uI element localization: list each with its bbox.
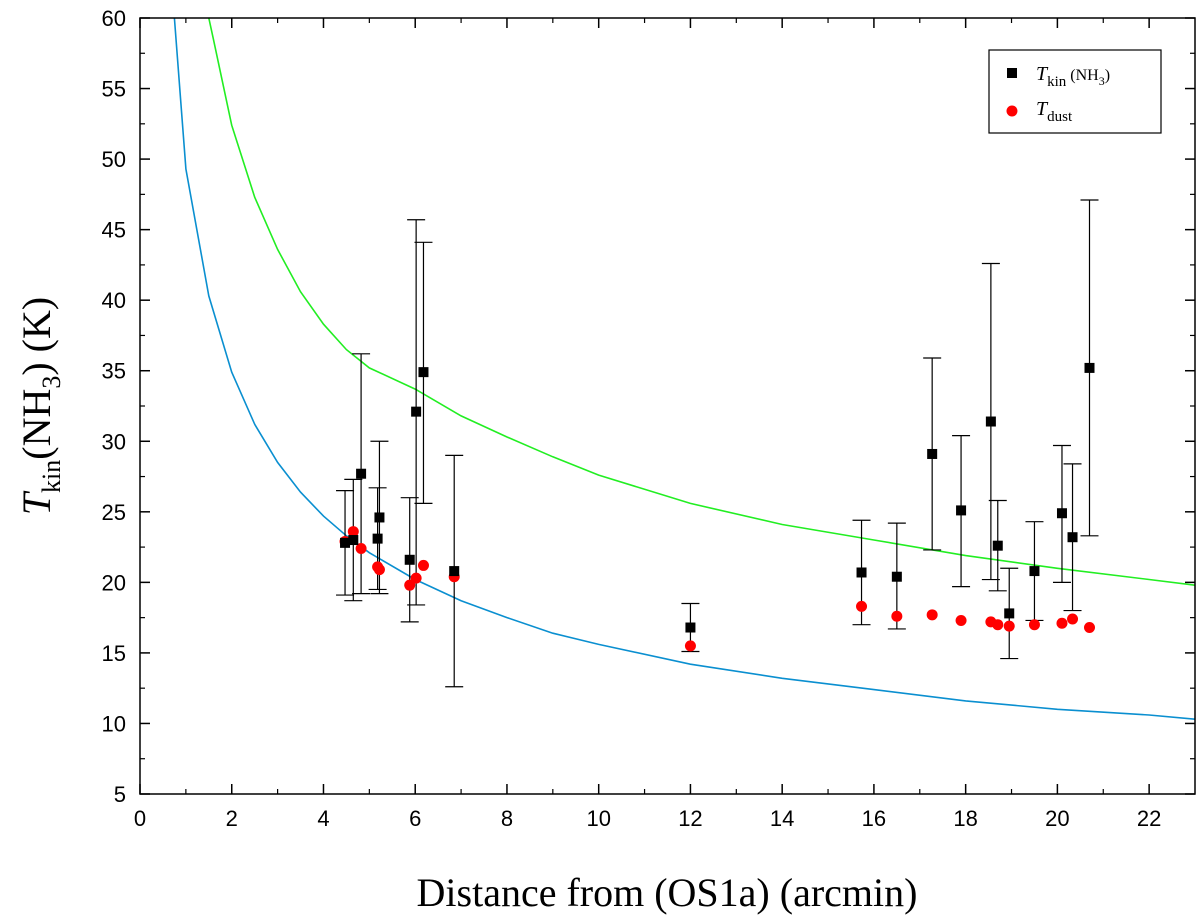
y-tick-label: 10 xyxy=(102,711,126,736)
tdust-point xyxy=(1056,617,1068,629)
legend-label-tkin: Tkin (NH3) xyxy=(1036,63,1110,90)
tkin-point xyxy=(404,554,415,565)
tkin-point xyxy=(956,505,967,516)
tkin-point xyxy=(985,416,996,427)
tkin-point xyxy=(418,367,429,378)
y-tick-label: 40 xyxy=(102,288,126,313)
tdust-point xyxy=(856,600,868,612)
y-tick-label: 30 xyxy=(102,429,126,454)
legend-marker-tkin xyxy=(1007,68,1017,78)
x-axis: 0 2 4 6 8 10 12 14 16 18 20 22 xyxy=(134,18,1161,831)
tdust-point xyxy=(1067,613,1079,625)
tkin-point xyxy=(1056,508,1067,519)
y-axis: 5 10 15 20 25 30 35 40 45 50 55 60 xyxy=(102,6,1195,807)
tdust-point xyxy=(355,543,367,555)
tkin-point xyxy=(1067,532,1078,543)
x-tick-label: 20 xyxy=(1045,806,1069,831)
x-tick-label: 2 xyxy=(226,806,238,831)
tkin-point xyxy=(340,537,351,548)
x-tick-label: 12 xyxy=(678,806,702,831)
x-tick-label: 18 xyxy=(953,806,977,831)
tdust-point xyxy=(404,579,416,591)
tdust-point xyxy=(926,609,938,621)
tdust-point xyxy=(891,610,903,622)
tkin-point xyxy=(348,535,359,546)
tkin-point xyxy=(449,566,460,577)
tkin-point xyxy=(685,622,696,633)
y-tick-label: 55 xyxy=(102,77,126,102)
x-tick-label: 0 xyxy=(134,806,146,831)
y-tick-label: 35 xyxy=(102,359,126,384)
y-tick-label: 15 xyxy=(102,641,126,666)
x-tick-label: 10 xyxy=(586,806,610,831)
legend: Tkin (NH3) Tdust xyxy=(988,49,1162,134)
y-tick-label: 60 xyxy=(102,6,126,31)
tkin-point xyxy=(374,512,385,523)
error-bars xyxy=(336,199,1099,688)
tkin-point xyxy=(1004,608,1015,619)
tkin-point xyxy=(856,567,867,578)
legend-marker-tdust xyxy=(1006,105,1018,117)
tkin-point xyxy=(927,448,938,459)
tkin-point xyxy=(891,571,902,582)
tkin-point xyxy=(1084,362,1095,373)
x-tick-label: 4 xyxy=(317,806,329,831)
tdust-point xyxy=(1084,622,1095,634)
legend-label-tdust: Tdust xyxy=(1036,98,1073,125)
plot-frame xyxy=(139,17,1196,795)
tkin-point xyxy=(992,540,1003,551)
tdust-point xyxy=(1003,620,1015,632)
tdust-point xyxy=(955,614,967,626)
x-tick-label: 22 xyxy=(1137,806,1161,831)
tdust-point xyxy=(410,572,422,584)
x-tick-label: 6 xyxy=(409,806,421,831)
tkin-point xyxy=(1029,566,1040,577)
x-tick-label: 8 xyxy=(501,806,513,831)
tkin-point xyxy=(411,406,422,417)
model-curve-1 xyxy=(173,18,1195,720)
y-tick-label: 25 xyxy=(102,500,126,525)
y-tick-label: 5 xyxy=(114,782,126,807)
y-tick-label: 20 xyxy=(102,570,126,595)
tdust-point xyxy=(992,619,1004,631)
data-markers xyxy=(339,362,1095,652)
tkin-point xyxy=(372,533,383,544)
y-axis-title: Tkin(NH3) (K) xyxy=(14,297,66,515)
tdust-point xyxy=(347,526,359,538)
tdust-point xyxy=(684,640,696,652)
x-tick-label: 14 xyxy=(770,806,794,831)
y-tick-label: 50 xyxy=(102,147,126,172)
y-tick-label: 45 xyxy=(102,218,126,243)
tkin-point xyxy=(356,468,367,479)
tdust-point xyxy=(417,559,429,571)
x-axis-title: Distance from (OS1a) (arcmin) xyxy=(417,870,918,915)
tdust-point xyxy=(373,564,385,576)
tdust-point xyxy=(1028,619,1040,631)
legend-box xyxy=(988,49,1162,134)
x-tick-label: 16 xyxy=(862,806,886,831)
